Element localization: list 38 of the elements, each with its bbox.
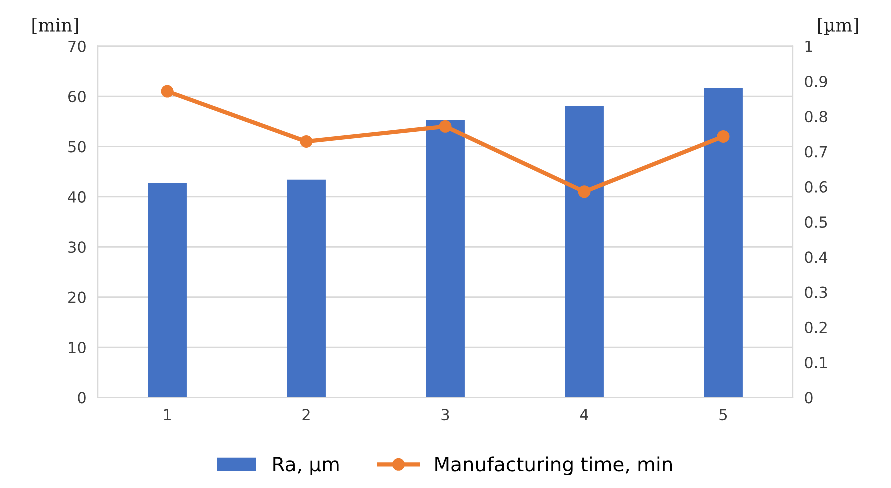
point [161,85,174,98]
y-tick-label: 60 [68,91,86,103]
y2-tick-label: 0.2 [805,322,827,334]
legend-label: Ra, µm [274,457,339,476]
bar [565,106,604,398]
x-tick-label: 3 [442,409,450,421]
bar [426,120,465,398]
y-tick-label: 10 [69,342,86,354]
bar [287,180,326,398]
x-tick-label: 5 [720,409,728,421]
y-tick-label: 50 [68,141,86,153]
y2-tick-label: 0.6 [805,181,828,193]
y-tick-label: 70 [68,40,86,52]
y2-tick-label: 0.8 [805,111,828,123]
y2-tick-label: 0.1 [805,357,827,369]
x-tick-label: 1 [164,409,171,420]
x-tick-label: 4 [580,409,588,420]
point [300,135,313,148]
legend-label: Manufacturing time, min [436,456,672,476]
y-axis-title: [min] [32,18,78,34]
x-tick-label: 2 [302,409,310,420]
y2-tick-label: 0.5 [805,216,828,228]
y2-tick-label: 0.4 [805,252,828,264]
y2-tick-label: 0.9 [805,76,828,88]
y2-tick-label: 0.3 [805,286,828,298]
point [439,120,452,133]
point [717,130,730,143]
y-tick-label: 40 [68,191,86,203]
bar [704,88,743,398]
y-tick-label: 30 [68,242,86,254]
y2-tick-label: 1 [806,41,812,52]
y-tick-label: 0 [78,392,86,404]
bar [148,183,187,398]
y2-tick-label: 0.7 [805,146,828,158]
y2-tick-label: 0 [805,392,813,404]
y-tick-label: 20 [68,292,86,304]
point [578,186,591,198]
y2-axis-title: [µm] [818,18,858,36]
